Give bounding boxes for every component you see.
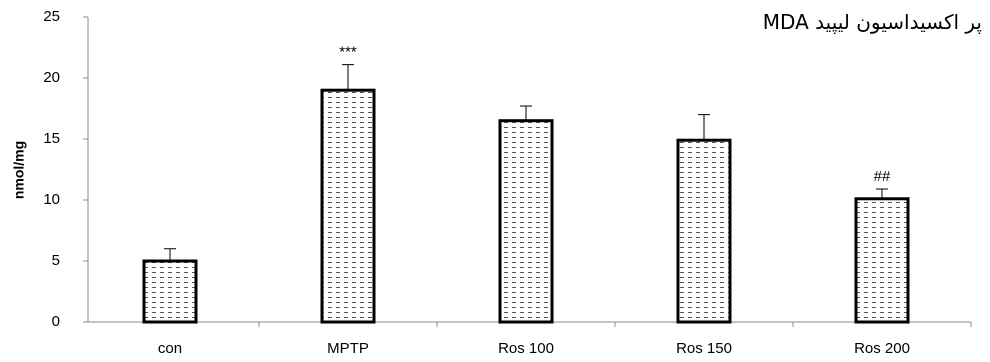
bar: [142, 259, 198, 324]
x-tick-label: con: [158, 340, 182, 357]
bar: [320, 88, 376, 324]
x-tick-label: MPTP: [327, 340, 369, 357]
error-bar: [520, 105, 532, 121]
significance-label: ##: [874, 168, 891, 185]
error-bar: [342, 64, 354, 91]
y-tick-label: 0: [52, 313, 60, 330]
y-axis-label: nmol/mg: [11, 141, 27, 199]
chart-title: پر اکسیداسیون لیپید MDA: [762, 10, 982, 34]
bar: [498, 119, 554, 324]
error-bar: [698, 114, 710, 141]
error-bar: [164, 248, 176, 261]
y-tick-label: 5: [52, 252, 60, 269]
error-bar: [876, 188, 888, 199]
bar: [854, 197, 910, 324]
x-tick-label: Ros 200: [854, 340, 910, 357]
significance-label: ***: [339, 44, 357, 61]
x-tick-label: Ros 100: [498, 340, 554, 357]
bar: [676, 138, 732, 324]
y-tick-label: 15: [43, 130, 60, 147]
y-tick-label: 10: [43, 191, 60, 208]
y-tick-label: 20: [43, 69, 60, 86]
y-tick-label: 25: [43, 8, 60, 25]
x-tick-label: Ros 150: [676, 340, 732, 357]
